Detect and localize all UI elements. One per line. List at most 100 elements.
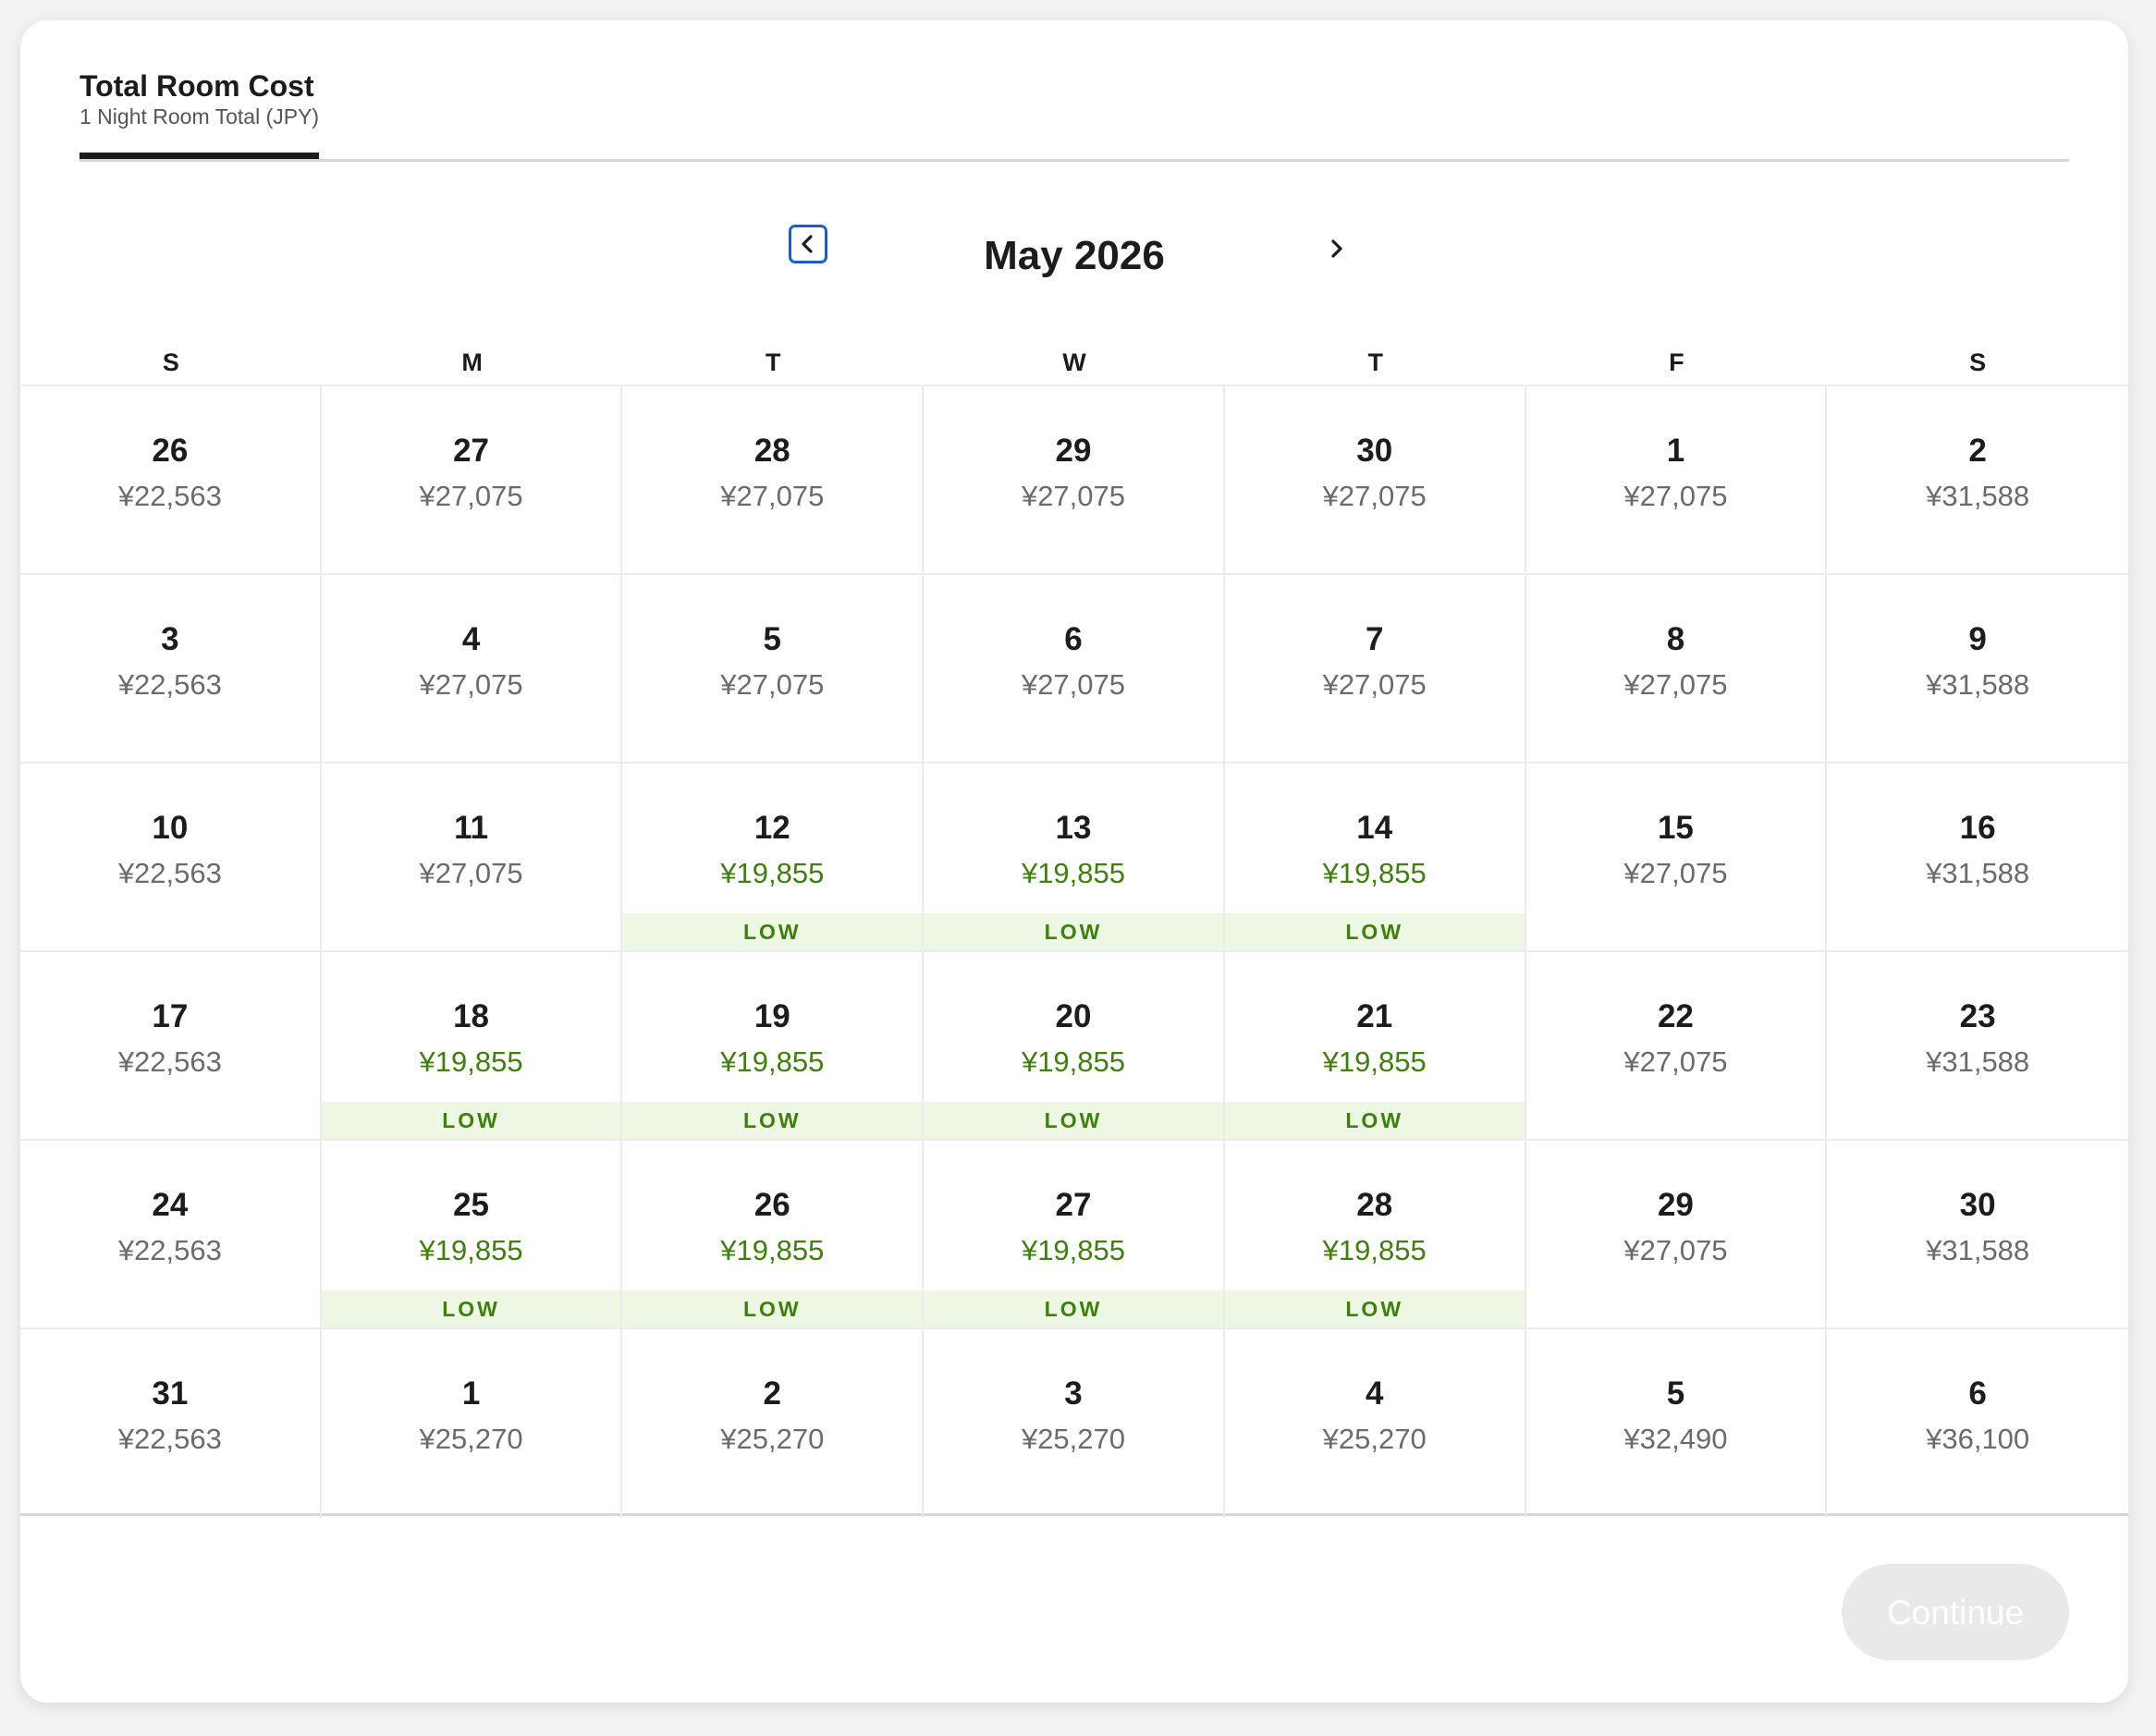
month-navigation: May 2026 bbox=[20, 201, 2128, 284]
calendar-day-cell[interactable]: 14 ¥19,855 LOW bbox=[1224, 764, 1526, 952]
day-number: 27 bbox=[1055, 1187, 1092, 1223]
low-price-badge: LOW bbox=[924, 913, 1223, 950]
day-number: 4 bbox=[461, 621, 481, 657]
calendar-day-cell[interactable]: 28 ¥19,855 LOW bbox=[1224, 1141, 1526, 1329]
calendar-day-cell[interactable]: 28 ¥27,075 bbox=[622, 386, 925, 575]
calendar-day-cell[interactable]: 16 ¥31,588 bbox=[1827, 764, 2128, 952]
weekday-saturday: S bbox=[1969, 348, 1987, 376]
calendar-day-cell[interactable]: 6 ¥36,100 bbox=[1827, 1329, 2128, 1518]
day-price: ¥19,855 bbox=[419, 1234, 523, 1266]
day-price: ¥22,563 bbox=[117, 857, 222, 889]
day-number: 20 bbox=[1055, 998, 1092, 1034]
day-price: ¥27,075 bbox=[1623, 1234, 1728, 1266]
low-price-badge: LOW bbox=[1224, 1290, 1525, 1327]
day-price: ¥31,588 bbox=[1926, 1045, 2030, 1078]
low-price-badge: LOW bbox=[1224, 913, 1525, 950]
calendar-day-cell[interactable]: 6 ¥27,075 bbox=[924, 575, 1225, 764]
calendar-day-cell[interactable]: 13 ¥19,855 LOW bbox=[924, 764, 1225, 952]
low-price-badge: LOW bbox=[321, 1102, 621, 1139]
calendar-day-cell[interactable]: 23 ¥31,588 bbox=[1827, 952, 2128, 1141]
calendar-day-cell[interactable]: 4 ¥27,075 bbox=[321, 575, 623, 764]
calendar-day-cell[interactable]: 31 ¥22,563 bbox=[20, 1329, 322, 1518]
day-number: 4 bbox=[1365, 1375, 1384, 1412]
calendar-day-cell[interactable]: 1 ¥25,270 bbox=[322, 1329, 623, 1518]
weekday-header: S M T W T F S bbox=[20, 339, 2128, 385]
next-month-button[interactable] bbox=[1317, 229, 1355, 268]
calendar-day-cell[interactable]: 11 ¥27,075 bbox=[321, 764, 623, 952]
calendar-day-cell[interactable]: 19 ¥19,855 LOW bbox=[622, 952, 925, 1141]
day-price: ¥36,100 bbox=[1926, 1423, 2030, 1455]
calendar-day-cell[interactable]: 7 ¥27,075 bbox=[1224, 575, 1526, 764]
day-price: ¥19,855 bbox=[720, 857, 825, 889]
day-number: 16 bbox=[1959, 810, 1996, 846]
day-price: ¥25,270 bbox=[1322, 1423, 1427, 1455]
calendar-day-cell[interactable]: 5 ¥32,490 bbox=[1526, 1329, 1828, 1518]
calendar-day-cell[interactable]: 29 ¥27,075 bbox=[924, 386, 1225, 575]
calendar-day-cell[interactable]: 30 ¥31,588 bbox=[1827, 1141, 2128, 1329]
previous-month-button[interactable] bbox=[789, 225, 827, 263]
day-number: 11 bbox=[454, 810, 489, 846]
calendar-day-cell[interactable]: 2 ¥25,270 bbox=[622, 1329, 925, 1518]
day-number: 5 bbox=[763, 621, 782, 657]
calendar-day-cell[interactable]: 9 ¥31,588 bbox=[1827, 575, 2128, 764]
calendar-day-cell[interactable]: 27 ¥19,855 LOW bbox=[924, 1141, 1225, 1329]
day-price: ¥27,075 bbox=[1623, 668, 1728, 701]
day-price: ¥22,563 bbox=[117, 1423, 222, 1455]
calendar-day-cell[interactable]: 1 ¥27,075 bbox=[1525, 386, 1828, 575]
day-price: ¥19,855 bbox=[720, 1045, 825, 1078]
day-price: ¥22,563 bbox=[117, 480, 222, 512]
calendar-grid: 26 ¥22,563 27 ¥27,075 28 ¥27,075 29 ¥27,075 30 ¥2… bbox=[20, 385, 2128, 1518]
day-price: ¥25,270 bbox=[720, 1423, 825, 1455]
day-price: ¥31,588 bbox=[1926, 1234, 2030, 1266]
day-number: 24 bbox=[152, 1187, 189, 1223]
calendar-day-cell[interactable]: 24 ¥22,563 bbox=[20, 1141, 322, 1329]
tab-total-room-cost[interactable]: Total Room Cost 1 Night Room Total (JPY) bbox=[80, 68, 320, 159]
day-price: ¥19,855 bbox=[720, 1234, 825, 1266]
calendar-day-cell[interactable]: 8 ¥27,075 bbox=[1525, 575, 1828, 764]
calendar-day-cell[interactable]: 29 ¥27,075 bbox=[1525, 1141, 1828, 1329]
day-price: ¥27,075 bbox=[1322, 668, 1427, 701]
day-number: 8 bbox=[1666, 621, 1685, 657]
weekday-friday: F bbox=[1669, 348, 1684, 376]
calendar-day-cell[interactable]: 17 ¥22,563 bbox=[20, 952, 322, 1141]
calendar-day-cell[interactable]: 4 ¥25,270 bbox=[1225, 1329, 1526, 1518]
day-number: 19 bbox=[753, 998, 790, 1034]
calendar-day-cell[interactable]: 26 ¥22,563 bbox=[20, 386, 322, 575]
calendar-day-cell[interactable]: 5 ¥27,075 bbox=[622, 575, 925, 764]
calendar-day-cell[interactable]: 25 ¥19,855 LOW bbox=[321, 1141, 623, 1329]
day-number: 28 bbox=[753, 433, 790, 469]
low-price-badge: LOW bbox=[622, 1102, 923, 1139]
calendar-day-cell[interactable]: 20 ¥19,855 LOW bbox=[924, 952, 1225, 1141]
day-number: 29 bbox=[1055, 433, 1092, 469]
day-number: 2 bbox=[1968, 433, 1987, 469]
calendar-day-cell[interactable]: 2 ¥31,588 bbox=[1827, 386, 2128, 575]
tab-title: Total Room Cost bbox=[80, 69, 314, 103]
day-number: 3 bbox=[161, 621, 179, 657]
day-number: 21 bbox=[1356, 998, 1393, 1034]
day-number: 3 bbox=[1064, 1375, 1083, 1412]
day-price: ¥27,075 bbox=[1021, 668, 1126, 701]
chevron-right-icon bbox=[1331, 239, 1342, 258]
calendar-day-cell[interactable]: 18 ¥19,855 LOW bbox=[321, 952, 623, 1141]
calendar-day-cell[interactable]: 12 ¥19,855 LOW bbox=[622, 764, 925, 952]
calendar-day-cell[interactable]: 27 ¥27,075 bbox=[321, 386, 623, 575]
calendar-day-cell[interactable]: 21 ¥19,855 LOW bbox=[1224, 952, 1526, 1141]
calendar-day-cell[interactable]: 10 ¥22,563 bbox=[20, 764, 322, 952]
calendar-day-cell[interactable]: 3 ¥22,563 bbox=[20, 575, 322, 764]
day-number: 1 bbox=[1666, 433, 1685, 469]
low-price-badge: LOW bbox=[321, 1290, 621, 1327]
calendar-day-cell[interactable]: 26 ¥19,855 LOW bbox=[622, 1141, 925, 1329]
calendar-day-cell[interactable]: 3 ¥25,270 bbox=[924, 1329, 1225, 1518]
day-price: ¥27,075 bbox=[419, 480, 523, 512]
continue-button[interactable]: Continue bbox=[1842, 1564, 2069, 1660]
day-number: 29 bbox=[1657, 1187, 1694, 1223]
low-price-badge: LOW bbox=[924, 1102, 1223, 1139]
tab-bar: Total Room Cost 1 Night Room Total (JPY) bbox=[80, 20, 2069, 162]
calendar-day-cell[interactable]: 22 ¥27,075 bbox=[1525, 952, 1828, 1141]
calendar-day-cell[interactable]: 30 ¥27,075 bbox=[1224, 386, 1526, 575]
day-price: ¥25,270 bbox=[419, 1423, 523, 1455]
calendar-day-cell[interactable]: 15 ¥27,075 bbox=[1525, 764, 1828, 952]
day-number: 25 bbox=[453, 1187, 490, 1223]
day-number: 7 bbox=[1365, 621, 1384, 657]
day-number: 6 bbox=[1968, 1375, 1987, 1412]
